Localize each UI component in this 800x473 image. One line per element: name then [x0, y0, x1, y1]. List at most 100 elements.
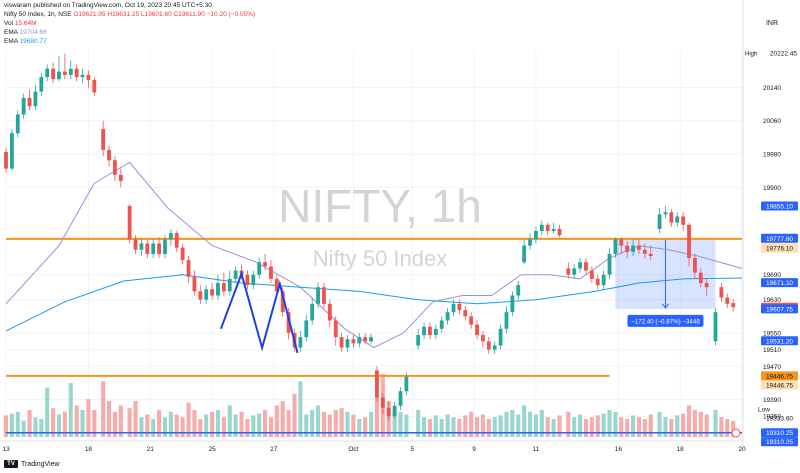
candle-body	[57, 71, 61, 80]
volume-bar	[327, 414, 332, 437]
price-label-bg	[761, 233, 798, 243]
candle-body	[725, 297, 730, 304]
volume-bar	[686, 405, 692, 437]
price-label: 19777.60	[766, 236, 793, 243]
ohlc-values: O19621.95 H19631.25 L19601.60 C19611.90 …	[73, 11, 256, 18]
volume-bar	[33, 417, 38, 437]
price-label: 19310.25	[766, 439, 793, 446]
volume-bar	[572, 417, 577, 437]
candle-body	[351, 339, 356, 344]
x-tick-label: 20	[738, 446, 746, 453]
volume-bar	[451, 417, 456, 437]
candle-body	[551, 228, 556, 232]
volume-bar	[286, 410, 291, 437]
candle-body	[107, 149, 111, 161]
volume-bar	[227, 405, 232, 437]
candle-body	[663, 212, 668, 215]
candle-body	[613, 239, 618, 254]
candle-body	[139, 243, 144, 250]
y-tick-label: 19980	[763, 152, 781, 159]
volume-bar	[416, 410, 421, 437]
candle-body	[422, 326, 426, 336]
measure-arrowhead	[662, 303, 669, 309]
volume-bar	[433, 415, 438, 437]
volume-bar	[439, 419, 444, 437]
ema1-legend[interactable]: EMA 19704.66	[4, 29, 47, 38]
volume-bar	[345, 411, 350, 437]
volume-bar	[351, 414, 356, 437]
candle-body	[269, 266, 273, 279]
volume-bar	[731, 420, 736, 437]
volume-bar	[92, 410, 97, 437]
candle-body	[322, 287, 326, 304]
price-label-bg	[761, 428, 798, 438]
volume-bar	[516, 414, 521, 437]
y-tick-label: 19470	[763, 364, 781, 371]
volume-legend[interactable]: Vol 15.64M	[4, 20, 37, 29]
candle-body	[498, 328, 503, 346]
candle-body	[625, 245, 630, 252]
price-label: 19531.20	[766, 338, 793, 345]
candle-body	[86, 74, 91, 80]
tradingview-footer: TV TradingView	[4, 460, 60, 468]
volume-bar	[68, 383, 73, 437]
volume-bar	[642, 419, 647, 437]
candle-body	[327, 303, 332, 321]
candle-body	[439, 320, 444, 329]
currency-label[interactable]: INR	[766, 20, 778, 27]
candle-body	[648, 253, 653, 256]
volume-bar	[304, 414, 309, 437]
x-tick-label: 13	[2, 446, 10, 453]
ema-fast-line	[5, 161, 743, 349]
volume-bar	[251, 415, 256, 437]
volume-bar	[157, 410, 162, 437]
candle-body	[428, 326, 432, 336]
candle-body	[45, 68, 50, 78]
volume-bar	[368, 411, 374, 437]
price-label-bg	[761, 437, 798, 447]
high-value: 20222.45	[770, 51, 797, 58]
volume-bar	[80, 410, 85, 437]
volume-bar	[583, 419, 589, 437]
candle-body	[216, 283, 220, 296]
volume-bar	[545, 417, 550, 437]
x-tick-label: 21	[147, 446, 155, 453]
candle-body	[504, 312, 509, 329]
volume-bar	[557, 415, 562, 437]
volume-bar	[504, 411, 509, 437]
volume-bar	[357, 419, 362, 437]
candle-body	[557, 228, 562, 236]
candle-body	[522, 245, 527, 263]
candle-body	[101, 129, 106, 150]
volume-bar	[631, 415, 636, 437]
candle-body	[642, 249, 647, 254]
volume-bar	[578, 414, 583, 437]
volume-bar	[9, 413, 14, 437]
candle-body	[316, 287, 320, 304]
ema1-label: EMA	[4, 29, 18, 36]
volume-bar	[274, 405, 279, 437]
ema2-label: EMA	[4, 38, 18, 45]
volume-bar	[162, 417, 168, 437]
candle-body	[251, 274, 256, 286]
candle-body	[492, 345, 497, 350]
ema2-legend[interactable]: EMA 19680.77	[4, 38, 47, 47]
candle-body	[595, 278, 600, 286]
volume-bar	[657, 411, 662, 437]
measure-label: −172.40 (−0.87%) −3448	[631, 318, 700, 325]
symbol-name: Nifty 50 Index, 1h, NSE	[4, 11, 72, 18]
candle-body	[578, 262, 582, 269]
volume-bar	[404, 414, 409, 437]
price-label: 19446.75	[766, 382, 793, 389]
volume-bar	[480, 414, 485, 437]
price-label-bg	[761, 201, 798, 211]
candle-body	[566, 268, 571, 275]
volume-bar	[692, 410, 697, 437]
volume-bar	[474, 417, 480, 437]
volume-bar	[292, 393, 297, 437]
volume-bar	[101, 381, 106, 437]
candle-body	[481, 335, 485, 342]
realtime-icon	[731, 428, 741, 438]
